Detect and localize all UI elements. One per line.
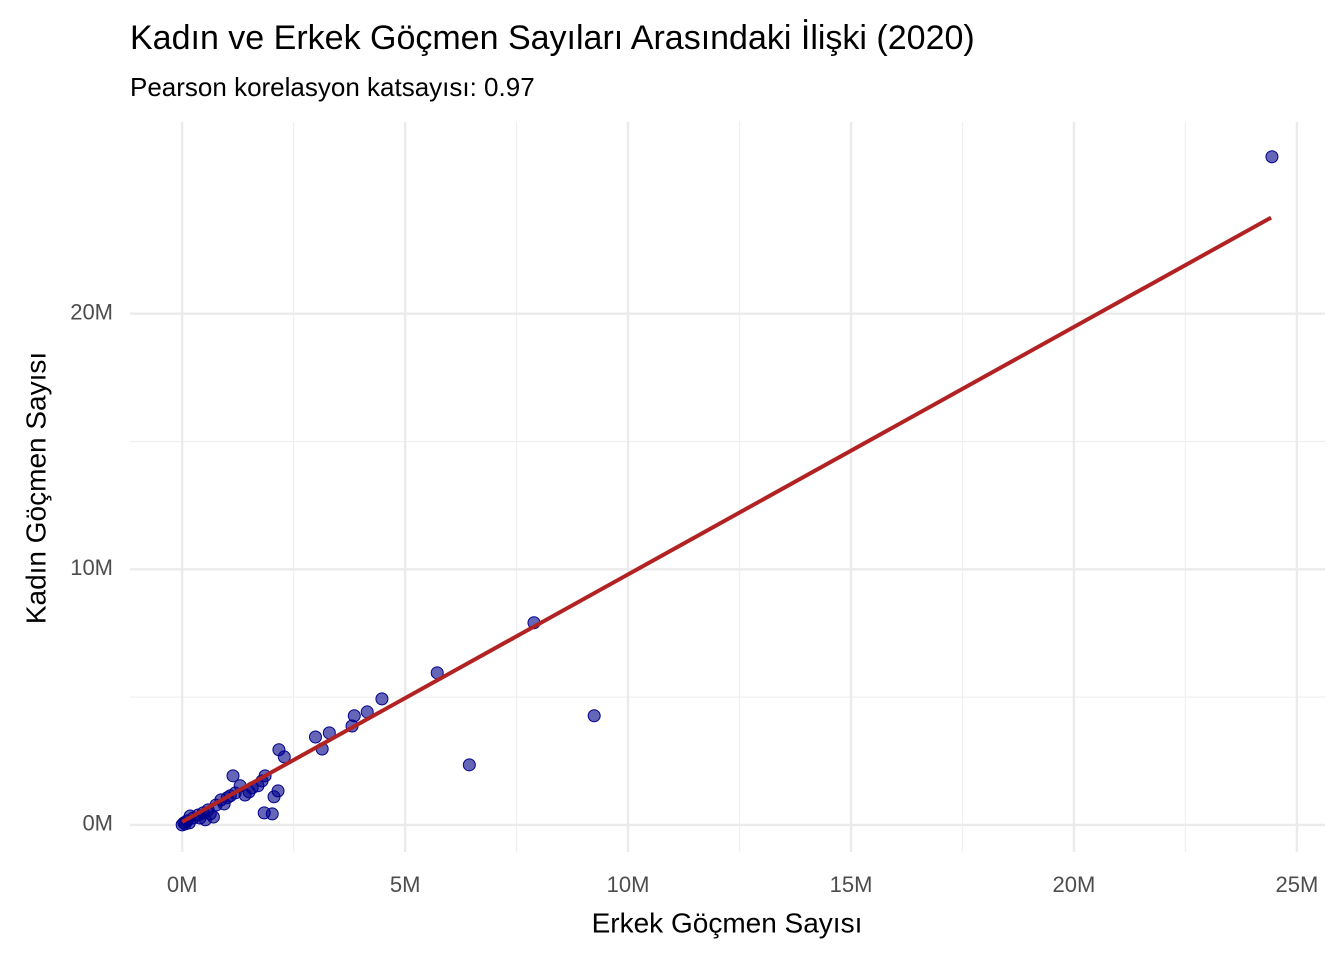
trend-line xyxy=(181,215,1273,824)
point xyxy=(375,692,389,706)
point xyxy=(226,769,240,783)
x-tick-label: 0M xyxy=(167,872,198,897)
x-tick-label: 25M xyxy=(1276,872,1319,897)
x-tick-label: 10M xyxy=(607,872,650,897)
marks xyxy=(175,150,1279,832)
point xyxy=(462,758,476,772)
grid xyxy=(130,122,1325,852)
y-axis-title: Kadın Göçmen Sayısı xyxy=(20,352,51,624)
y-tick-label: 10M xyxy=(70,555,113,580)
point xyxy=(587,709,601,723)
point xyxy=(308,730,322,744)
y-tick-label: 0M xyxy=(82,811,113,836)
point xyxy=(257,806,271,820)
point xyxy=(1265,150,1279,164)
x-axis-title: Erkek Göçmen Sayısı xyxy=(592,907,863,938)
x-tick-label: 15M xyxy=(830,872,873,897)
x-tick-label: 5M xyxy=(390,872,421,897)
point xyxy=(198,813,212,827)
y-tick-label: 20M xyxy=(70,300,113,325)
point xyxy=(267,790,281,804)
chart-title: Kadın ve Erkek Göçmen Sayıları Arasındak… xyxy=(130,19,975,57)
x-tick-label: 20M xyxy=(1053,872,1096,897)
chart-subtitle: Pearson korelasyon katsayısı: 0.97 xyxy=(130,72,535,102)
